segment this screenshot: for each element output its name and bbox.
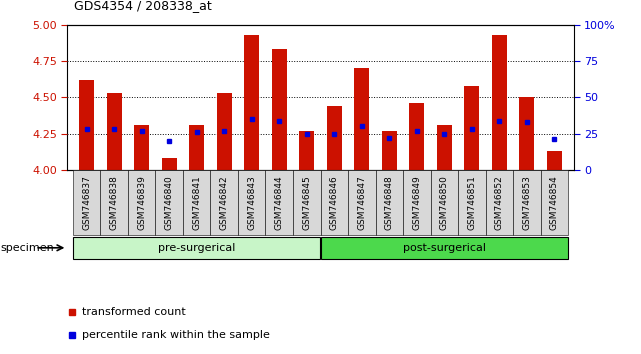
Bar [437,125,452,170]
Bar [320,170,348,235]
Text: GDS4354 / 208338_at: GDS4354 / 208338_at [74,0,212,12]
Bar [382,131,397,170]
Text: GSM746843: GSM746843 [247,175,256,230]
Bar [403,170,431,235]
Text: GSM746844: GSM746844 [275,175,284,230]
Bar [238,170,265,235]
Text: GSM746845: GSM746845 [303,175,312,230]
Bar [183,170,210,235]
Bar [492,35,507,170]
Bar [376,170,403,235]
Text: pre-surgerical: pre-surgerical [158,243,235,253]
Text: transformed count: transformed count [83,307,187,316]
Bar [79,80,94,170]
Text: GSM746842: GSM746842 [220,175,229,230]
Bar [134,125,149,170]
Bar [128,170,155,235]
Bar [354,68,369,170]
Bar [458,170,486,235]
Text: GSM746854: GSM746854 [550,175,559,230]
Bar [409,103,424,170]
Text: GSM746839: GSM746839 [137,175,146,230]
Bar [217,93,232,170]
Bar [464,86,479,170]
Bar [106,93,122,170]
Bar [189,125,204,170]
Bar [162,158,177,170]
Bar [327,106,342,170]
Bar [293,170,320,235]
Text: GSM746846: GSM746846 [329,175,338,230]
Text: GSM746837: GSM746837 [82,175,91,230]
Bar [73,170,101,235]
Bar [265,170,293,235]
Bar [299,131,314,170]
Text: GSM746840: GSM746840 [165,175,174,230]
Text: GSM746849: GSM746849 [412,175,421,230]
Bar [320,236,568,259]
Bar [272,50,287,170]
Text: GSM746853: GSM746853 [522,175,531,230]
Bar [540,170,568,235]
Text: GSM746851: GSM746851 [467,175,476,230]
Bar [348,170,376,235]
Text: GSM746848: GSM746848 [385,175,394,230]
Bar [431,170,458,235]
Text: GSM746841: GSM746841 [192,175,201,230]
Bar [519,97,535,170]
Text: post-surgerical: post-surgerical [403,243,486,253]
Bar [486,170,513,235]
Bar [547,151,562,170]
Bar [244,35,259,170]
Bar [155,170,183,235]
Bar [73,236,320,259]
Text: percentile rank within the sample: percentile rank within the sample [83,330,271,340]
Text: GSM746852: GSM746852 [495,175,504,230]
Text: GSM746847: GSM746847 [357,175,366,230]
Text: specimen: specimen [0,243,54,253]
Text: GSM746838: GSM746838 [110,175,119,230]
Bar [210,170,238,235]
Bar [513,170,540,235]
Bar [101,170,128,235]
Text: GSM746850: GSM746850 [440,175,449,230]
